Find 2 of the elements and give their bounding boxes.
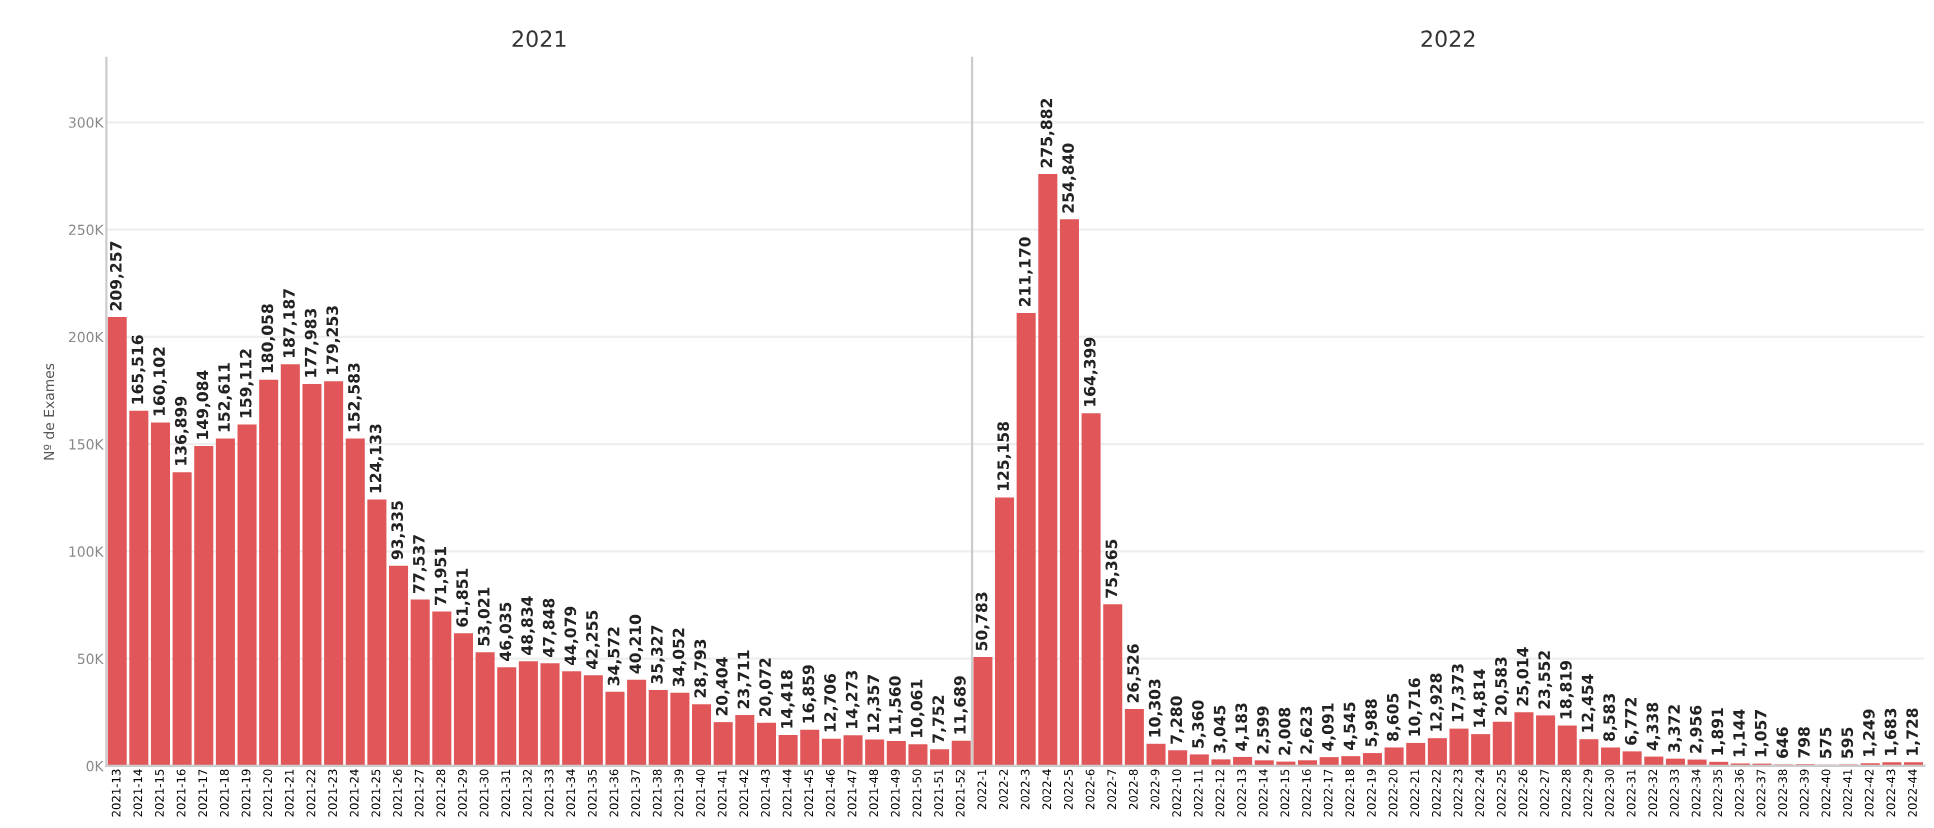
chart-title: 2022 — [1421, 30, 1475, 48]
chart-title: 2021 — [512, 30, 566, 48]
